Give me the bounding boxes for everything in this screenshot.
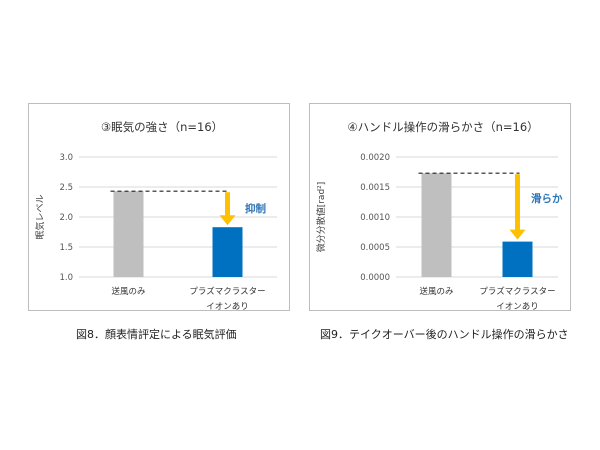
- chart-panel-drowsiness: ③眠気の強さ（n=16） 1.0 1.5 2.0 2.5 3.0 眠気レベル送風のみ プラズマ…: [28, 103, 290, 312]
- arrow-down-icon: [219, 215, 236, 226]
- x-category-label: 送風のみ: [419, 286, 454, 297]
- bar: [212, 227, 243, 277]
- y-tick-label: 0.0005: [360, 243, 390, 253]
- bar: [113, 191, 144, 277]
- x-category-label: プラズマクラスターイオンあり: [479, 286, 555, 310]
- y-axis-label: 眠気レベル: [34, 194, 46, 239]
- annotation-label: 抑制: [245, 202, 266, 215]
- y-axis-label: 微分分散値[rad²]: [315, 182, 327, 253]
- figure-caption-9: 図9．テイクオーバー後のハンドル操作の滑らかさ: [320, 328, 569, 341]
- y-tick-label: 0.0020: [360, 153, 390, 163]
- chart-panel-steering: ④ハンドル操作の滑らかさ（n=16） 0.0000 0.0005 0.0010 0.00…: [309, 103, 571, 312]
- y-tick-label: 0.0010: [360, 213, 390, 223]
- y-tick-label: 0.0000: [360, 273, 390, 283]
- chart-title: ④ハンドル操作の滑らかさ（n=16）: [347, 120, 538, 134]
- bar: [502, 241, 533, 277]
- figure-caption-8: 図8．顔表情評定による眠気評価: [76, 328, 237, 341]
- y-tick-label: 2.5: [59, 183, 73, 193]
- bar: [421, 173, 452, 277]
- chart-title: ③眠気の強さ（n=16）: [101, 120, 223, 134]
- y-tick-label: 1.0: [59, 273, 73, 283]
- annotation-label: 滑らか: [531, 192, 563, 205]
- y-tick-label: 3.0: [59, 153, 73, 163]
- x-category-label: プラズマクラスターイオンあり: [189, 286, 265, 310]
- y-tick-label: 2.0: [59, 213, 73, 223]
- y-tick-label: 1.5: [59, 243, 73, 253]
- x-category-label: 送風のみ: [111, 286, 146, 297]
- chart-steering-smoothness: ④ハンドル操作の滑らかさ（n=16） 0.0000 0.0005 0.0010 0.00…: [315, 120, 563, 312]
- y-tick-label: 0.0015: [360, 183, 390, 193]
- arrow-down-icon: [509, 229, 526, 240]
